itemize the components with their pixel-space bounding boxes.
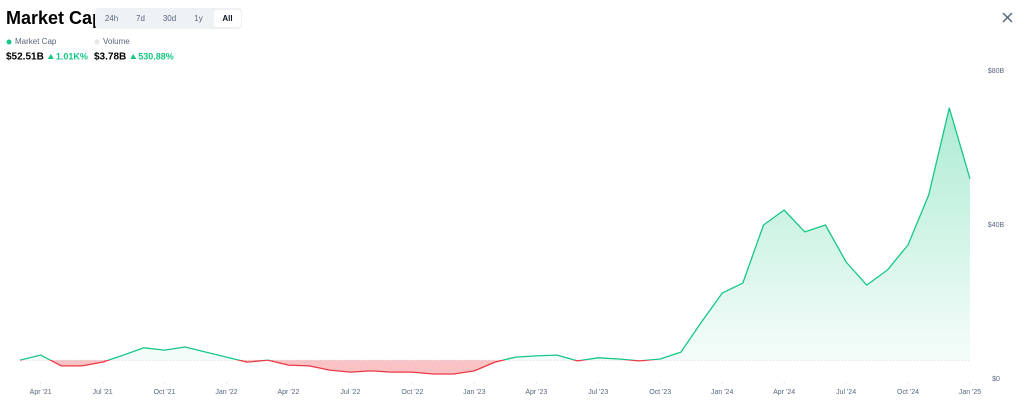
x-tick-label: Jan '23	[463, 389, 485, 396]
tab[interactable]: 7d	[136, 14, 145, 23]
stat-value: $52.51B	[6, 52, 44, 63]
tab[interactable]: All	[222, 14, 232, 23]
tab-group	[95, 8, 242, 29]
legend-dot	[6, 39, 12, 45]
x-tick-label: Oct '22	[401, 389, 423, 396]
area-below	[50, 360, 648, 374]
x-tick-label: Jul '23	[588, 389, 608, 396]
x-tick-label: Oct '21	[154, 389, 176, 396]
y-tick-label: $40B	[988, 222, 1005, 229]
legend-label: Market Cap	[15, 37, 57, 46]
legend-dot	[94, 39, 100, 45]
x-tick-label: Jan '22	[215, 389, 237, 396]
stat-change: 1.01K%	[56, 51, 88, 61]
tab[interactable]: 1y	[194, 14, 202, 23]
x-tick-label: Jan '25	[959, 389, 981, 396]
x-tick-label: Jul '21	[93, 389, 113, 396]
line	[19, 107, 971, 375]
up-arrow	[47, 54, 54, 59]
x-tick-label: Jul '22	[340, 389, 360, 396]
y-tick-label: $0	[992, 376, 1000, 383]
x-tick-label: Jan '24	[711, 389, 733, 396]
stat-value: $3.78B	[94, 52, 126, 63]
x-tick-label: Jul '24	[836, 389, 856, 396]
x-tick-label: Apr '23	[525, 389, 547, 396]
tab[interactable]: 30d	[163, 14, 176, 23]
close-button[interactable]	[1002, 12, 1013, 23]
tab-active[interactable]	[214, 10, 241, 27]
area-above	[20, 108, 970, 361]
stat-change: 530.88%	[138, 51, 174, 61]
x-tick-label: Apr '21	[30, 389, 52, 396]
chart-title: Market Cap	[6, 8, 103, 28]
y-tick-label: $80B	[988, 68, 1005, 75]
up-arrow	[130, 54, 137, 59]
x-tick-label: Apr '22	[277, 389, 299, 396]
x-tick-label: Oct '23	[649, 389, 671, 396]
x-tick-label: Apr '24	[773, 389, 795, 396]
x-tick-label: Oct '24	[897, 389, 919, 396]
legend-label: Volume	[103, 37, 130, 46]
tab[interactable]: 24h	[105, 14, 118, 23]
